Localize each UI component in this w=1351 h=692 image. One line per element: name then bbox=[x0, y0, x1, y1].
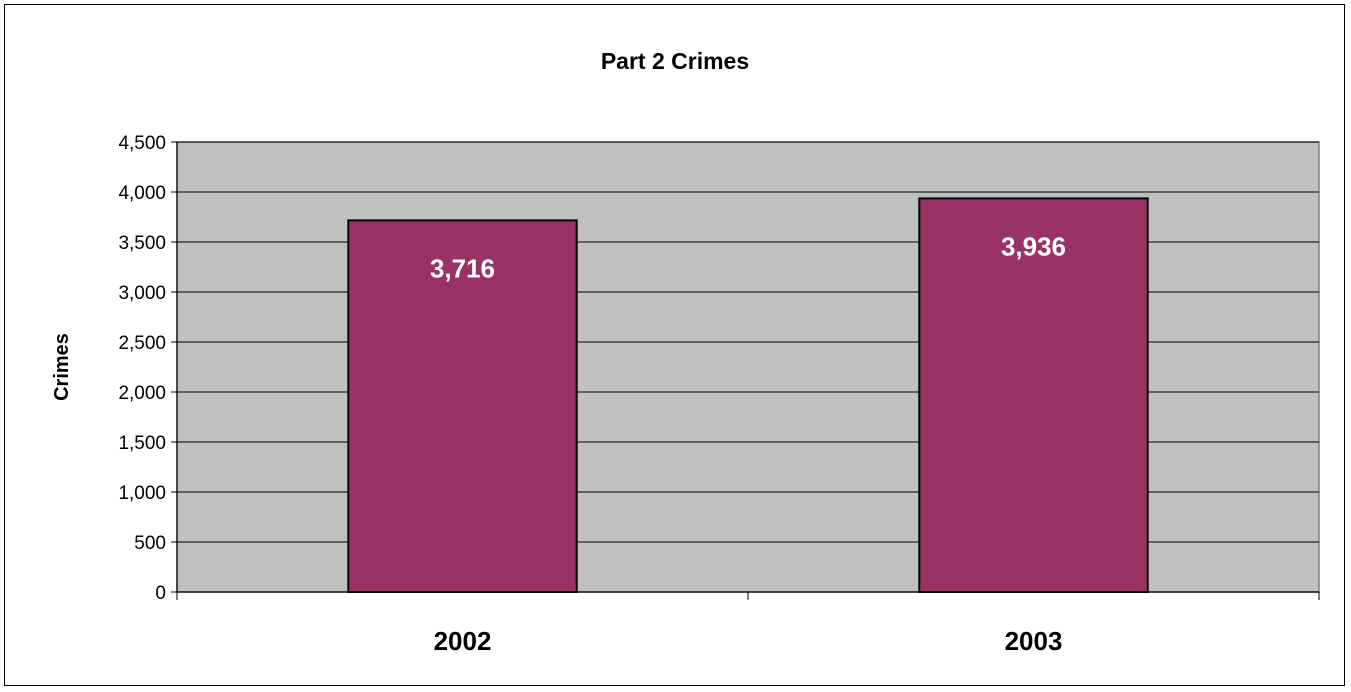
y-tick-label: 4,500 bbox=[118, 133, 166, 154]
bar-2002 bbox=[347, 219, 578, 593]
chart-title: Part 2 Crimes bbox=[601, 48, 749, 74]
y-tick-label: 0 bbox=[155, 583, 166, 604]
y-tick-label: 3,000 bbox=[118, 283, 166, 304]
x-tick-label: 2002 bbox=[434, 626, 492, 656]
y-tick-label: 1,000 bbox=[118, 483, 166, 504]
y-tick-label: 2,000 bbox=[118, 383, 166, 404]
plot-area: 0 500 1,000 1,500 2,000 2,500 3,000 3,500 4,000 4… bbox=[118, 133, 1320, 656]
data-label: 3,716 bbox=[430, 253, 495, 283]
y-tick-label: 4,000 bbox=[118, 183, 166, 204]
y-tick-label: 500 bbox=[134, 533, 166, 554]
bar-2003 bbox=[918, 197, 1149, 593]
y-tick-label: 1,500 bbox=[118, 433, 166, 454]
y-tick-label: 3,500 bbox=[118, 233, 166, 254]
x-tick-label: 2003 bbox=[1005, 626, 1063, 656]
bar-chart: Part 2 Crimes Crimes 0 500 1,000 1,500 2,000… bbox=[51, 48, 1320, 656]
chart-frame: Part 2 Crimes Crimes 0 500 1,000 1,500 2,000… bbox=[4, 4, 1345, 686]
data-label: 3,936 bbox=[1001, 231, 1066, 261]
y-axis-label: Crimes bbox=[51, 333, 73, 401]
y-tick-label: 2,500 bbox=[118, 333, 166, 354]
